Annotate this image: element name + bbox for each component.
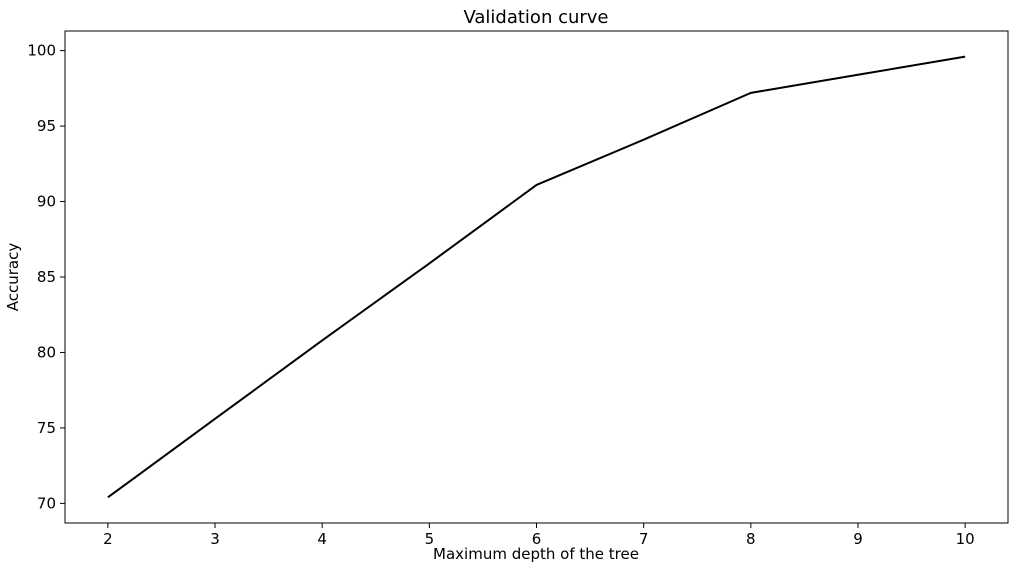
y-tick-label: 70 [37, 494, 56, 512]
y-tick-label: 85 [37, 268, 56, 286]
y-axis-label: Accuracy [4, 243, 22, 312]
x-tick-label: 8 [746, 530, 756, 548]
x-tick-label: 5 [425, 530, 435, 548]
x-tick-label: 3 [210, 530, 220, 548]
x-tick-label: 7 [639, 530, 649, 548]
x-tick-label: 9 [853, 530, 863, 548]
y-tick-label: 80 [37, 343, 56, 361]
x-tick-label: 6 [532, 530, 542, 548]
x-tick-label: 10 [956, 530, 975, 548]
x-axis-label: Maximum depth of the tree [433, 545, 639, 563]
chart-title: Validation curve [463, 7, 608, 28]
x-tick-label: 2 [103, 530, 113, 548]
y-tick-label: 95 [37, 117, 56, 135]
y-tick-label: 90 [37, 193, 56, 211]
x-tick-label: 4 [317, 530, 327, 548]
y-tick-label: 100 [27, 42, 56, 60]
plot-area: 2 3 4 5 6 7 8 9 10 70 75 80 85 90 95 100 [27, 30, 1009, 548]
data-line-validation-accuracy [107, 55, 966, 499]
y-tick-label: 75 [37, 419, 56, 437]
plot-border [64, 30, 1009, 524]
